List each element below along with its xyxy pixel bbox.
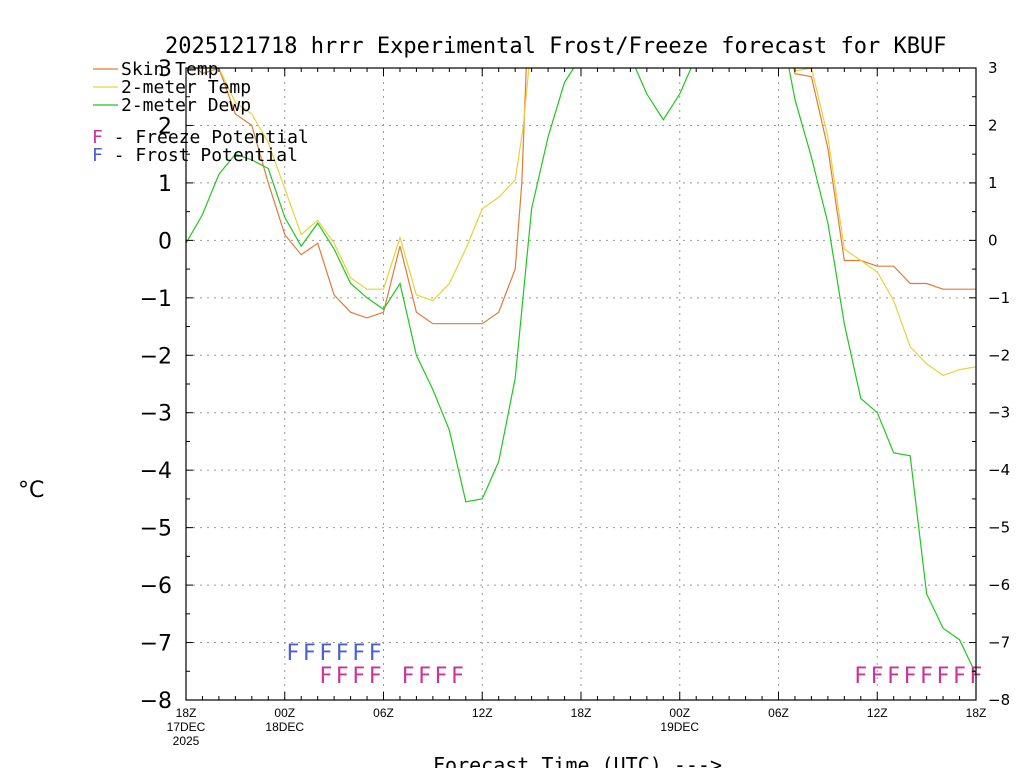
- freeze-marker: F: [402, 664, 415, 689]
- x-tick-label: 06Z: [768, 706, 789, 720]
- x-tick-year: 2025: [173, 734, 200, 748]
- x-tick-label: 18Z: [966, 706, 987, 720]
- series-line-2-meter-dewp: [186, 68, 976, 675]
- x-tick-label: 06Z: [373, 706, 394, 720]
- freeze-marker: F: [435, 664, 448, 689]
- y-tick-label-right: −6: [988, 576, 1010, 594]
- y-tick-label-right: −8: [988, 691, 1010, 709]
- legend-label: 2-meter Temp: [121, 77, 251, 98]
- potential-legend-text: - Frost Potential: [103, 145, 298, 166]
- y-tick-label-right: 3: [988, 59, 998, 77]
- potential-legend-letter: F: [92, 127, 103, 148]
- freeze-marker: F: [854, 664, 867, 689]
- series-line-2-meter-temp: [201, 68, 976, 377]
- y-tick-label-right: −3: [988, 404, 1010, 422]
- legend-label: 2-meter Dewp: [121, 95, 251, 116]
- y-tick-label: 3: [158, 57, 172, 82]
- frost-marker: F: [369, 641, 382, 666]
- y-tick-label: 2: [158, 114, 172, 139]
- potential-legend-text: - Freeze Potential: [103, 127, 309, 148]
- y-tick-label: 1: [158, 172, 172, 197]
- freeze-marker: F: [336, 664, 349, 689]
- potential-legend-letter: F: [92, 145, 103, 166]
- series-line-skin-temp: [196, 68, 976, 325]
- x-tick-date: 18DEC: [265, 720, 304, 734]
- y-tick-label-right: −5: [988, 519, 1010, 537]
- frost-marker: F: [336, 641, 349, 666]
- freeze-marker: F: [920, 664, 933, 689]
- potential-legend-label: F - Frost Potential: [92, 145, 298, 166]
- freeze-marker: F: [953, 664, 966, 689]
- potential-markers: F F F F F FF F F F F F F F F F F F F F F F: [287, 641, 983, 689]
- chart-title: 2025121718 hrrr Experimental Frost/Freez…: [165, 34, 946, 59]
- grid-lines: [186, 68, 976, 700]
- frost-marker: F: [303, 641, 316, 666]
- frost-marker: F: [352, 641, 365, 666]
- y-tick-label: −6: [140, 574, 172, 599]
- freeze-marker: F: [904, 664, 917, 689]
- y-axis-label: °C: [18, 478, 44, 503]
- x-tick-date: 17DEC: [167, 720, 206, 734]
- freeze-marker: F: [937, 664, 950, 689]
- freeze-marker: F: [871, 664, 884, 689]
- potential-legend-label: F - Freeze Potential: [92, 127, 309, 148]
- x-tick-label: 00Z: [274, 706, 295, 720]
- y-tick-label: −7: [140, 632, 172, 657]
- x-tick-label: 00Z: [669, 706, 690, 720]
- freeze-marker: F: [887, 664, 900, 689]
- x-axis-label: Forecast Time (UTC) --->: [433, 753, 722, 768]
- y-tick-label-right: −4: [988, 461, 1010, 479]
- freeze-marker: F: [451, 664, 464, 689]
- x-tick-date: 19DEC: [660, 720, 699, 734]
- y-tick-label-right: −7: [988, 634, 1010, 652]
- freeze-marker: F: [352, 664, 365, 689]
- y-tick-label-right: −2: [988, 346, 1010, 364]
- freeze-marker: F: [369, 664, 382, 689]
- y-tick-label: −4: [140, 459, 172, 484]
- y-tick-label: −5: [140, 517, 172, 542]
- legend-label: Skin Temp: [121, 59, 219, 80]
- y-tick-label: −1: [140, 287, 172, 312]
- x-tick-label: 18Z: [176, 706, 197, 720]
- frost-marker: F: [287, 641, 300, 666]
- frost-marker: F: [320, 641, 333, 666]
- freeze-marker: F: [320, 664, 333, 689]
- y-tick-label-right: 1: [988, 174, 998, 192]
- x-tick-label: 12Z: [472, 706, 493, 720]
- series-lines: [186, 68, 976, 675]
- y-tick-label-right: 2: [988, 116, 998, 134]
- y-tick-label-right: 0: [988, 231, 998, 249]
- y-tick-label: −2: [140, 344, 172, 369]
- y-tick-label-right: −1: [988, 289, 1010, 307]
- x-tick-label: 12Z: [867, 706, 888, 720]
- plot-frame: [185, 67, 977, 701]
- x-tick-label: 18Z: [571, 706, 592, 720]
- freeze-marker: F: [418, 664, 431, 689]
- axes: −8 −8 −7 −7 −6 −6 −5 −5 −4 −4 −3 −3 −2 −2 −1 −1 0 0 1 1 2 2 3 3…: [140, 57, 1011, 748]
- y-tick-label: −3: [140, 402, 172, 427]
- y-tick-label: 0: [158, 229, 172, 254]
- y-tick-label: −8: [140, 689, 172, 714]
